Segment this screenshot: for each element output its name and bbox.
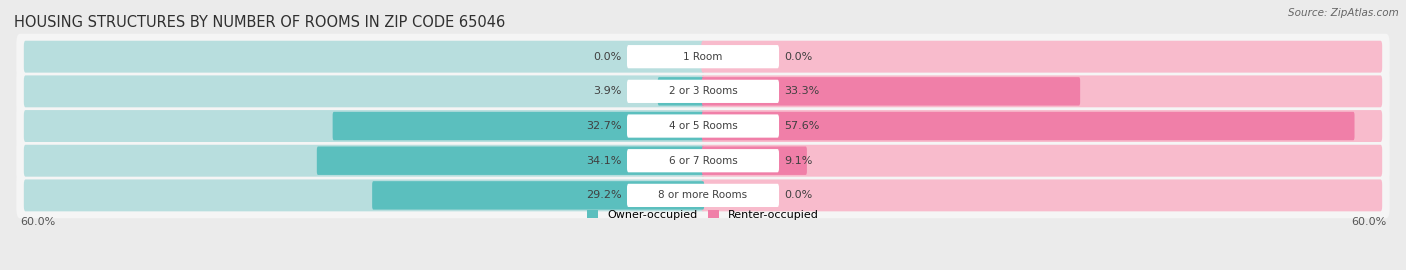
FancyBboxPatch shape <box>627 149 779 172</box>
FancyBboxPatch shape <box>702 110 1382 142</box>
Text: 32.7%: 32.7% <box>586 121 621 131</box>
FancyBboxPatch shape <box>702 41 1382 73</box>
Text: 3.9%: 3.9% <box>593 86 621 96</box>
FancyBboxPatch shape <box>316 147 704 175</box>
Text: 0.0%: 0.0% <box>785 52 813 62</box>
FancyBboxPatch shape <box>702 75 1382 107</box>
FancyBboxPatch shape <box>24 145 704 177</box>
FancyBboxPatch shape <box>702 145 1382 177</box>
Text: 4 or 5 Rooms: 4 or 5 Rooms <box>669 121 737 131</box>
FancyBboxPatch shape <box>627 114 779 138</box>
FancyBboxPatch shape <box>24 180 704 211</box>
FancyBboxPatch shape <box>17 103 1389 149</box>
FancyBboxPatch shape <box>627 184 779 207</box>
Text: 2 or 3 Rooms: 2 or 3 Rooms <box>669 86 737 96</box>
Text: 8 or more Rooms: 8 or more Rooms <box>658 190 748 200</box>
Text: 0.0%: 0.0% <box>785 190 813 200</box>
FancyBboxPatch shape <box>17 173 1389 218</box>
FancyBboxPatch shape <box>658 77 704 106</box>
Text: 34.1%: 34.1% <box>586 156 621 166</box>
Text: 33.3%: 33.3% <box>785 86 820 96</box>
FancyBboxPatch shape <box>627 80 779 103</box>
FancyBboxPatch shape <box>24 41 704 73</box>
Text: 1 Room: 1 Room <box>683 52 723 62</box>
FancyBboxPatch shape <box>702 147 807 175</box>
Text: 0.0%: 0.0% <box>593 52 621 62</box>
Text: 57.6%: 57.6% <box>785 121 820 131</box>
Text: 60.0%: 60.0% <box>20 217 55 227</box>
FancyBboxPatch shape <box>702 180 1382 211</box>
Text: 60.0%: 60.0% <box>1351 217 1386 227</box>
Text: HOUSING STRUCTURES BY NUMBER OF ROOMS IN ZIP CODE 65046: HOUSING STRUCTURES BY NUMBER OF ROOMS IN… <box>14 15 505 30</box>
Text: 9.1%: 9.1% <box>785 156 813 166</box>
FancyBboxPatch shape <box>333 112 704 140</box>
Text: 6 or 7 Rooms: 6 or 7 Rooms <box>669 156 737 166</box>
FancyBboxPatch shape <box>627 45 779 68</box>
FancyBboxPatch shape <box>17 34 1389 80</box>
Text: 29.2%: 29.2% <box>586 190 621 200</box>
FancyBboxPatch shape <box>702 77 1080 106</box>
FancyBboxPatch shape <box>373 181 704 210</box>
Text: Source: ZipAtlas.com: Source: ZipAtlas.com <box>1288 8 1399 18</box>
FancyBboxPatch shape <box>24 110 704 142</box>
FancyBboxPatch shape <box>17 138 1389 184</box>
FancyBboxPatch shape <box>702 112 1354 140</box>
FancyBboxPatch shape <box>17 69 1389 114</box>
Legend: Owner-occupied, Renter-occupied: Owner-occupied, Renter-occupied <box>586 210 820 220</box>
FancyBboxPatch shape <box>24 75 704 107</box>
